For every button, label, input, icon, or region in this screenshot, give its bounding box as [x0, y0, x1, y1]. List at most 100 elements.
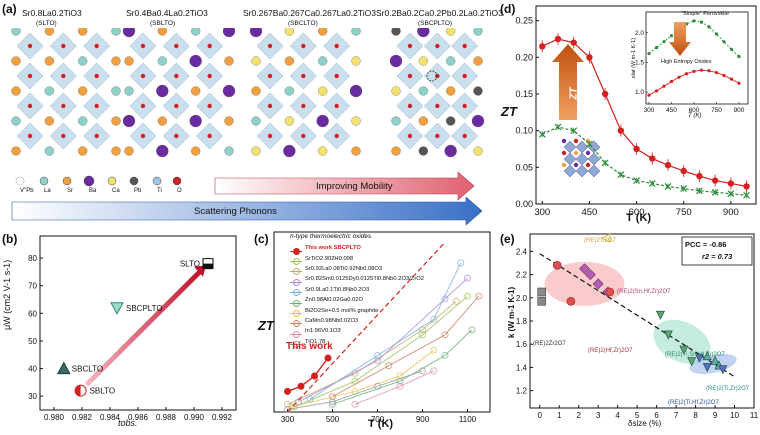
inset-y-tick-label: 1.5	[635, 59, 644, 66]
legend-dot-pb	[129, 176, 139, 186]
oxygen-atom	[267, 73, 273, 79]
inset-point	[669, 79, 674, 84]
oxygen-atom	[140, 103, 146, 109]
oxygen-atom	[27, 43, 33, 49]
thermal-conductivity-chart: 0 1 2 3 4 5 6 7 8 9 10 11 1.2 1.4 1.6 1.8 2.0 2.2 2.4	[516, 233, 759, 420]
oxygen-atom	[61, 43, 66, 49]
trend-arrow	[84, 267, 204, 387]
inset-point	[662, 40, 666, 44]
oxygen-atom	[267, 133, 273, 139]
structure-thumbnail	[561, 138, 601, 178]
point-label-sbcplto: SBCPLTO	[126, 304, 163, 313]
a-site-atom	[283, 144, 296, 158]
oxygen-atom	[61, 103, 66, 109]
marker-square	[537, 296, 546, 306]
a-site-atom	[318, 86, 328, 96]
panel-b-ylabel: μW (cm2 V-1 s-1)	[2, 259, 12, 330]
marker-triangle-left	[600, 233, 611, 243]
data-point	[696, 187, 703, 195]
a-site-atom	[251, 146, 261, 156]
marker-triangle-down	[687, 357, 697, 367]
inset-kappa-arrow	[669, 22, 691, 56]
oxygen-atom	[94, 133, 99, 139]
oxygen-atom	[207, 103, 212, 109]
a-site-atom	[318, 56, 328, 66]
a-site-atom	[284, 86, 294, 96]
oxygen-atom	[407, 73, 413, 79]
thumb-atom	[561, 162, 567, 168]
inset-point	[647, 93, 651, 97]
thumb-atom	[585, 150, 591, 156]
legend-label: CaMn0.98Nb0.02O3	[305, 317, 359, 324]
legend-dot-ca	[107, 176, 117, 186]
thumb-octahedron	[563, 152, 577, 166]
legend-ti: Ti	[157, 188, 162, 194]
structure-2-abbr: (SBLTO)	[150, 20, 176, 27]
marker-triangle-down	[702, 363, 712, 373]
thumb-octahedron	[575, 152, 589, 166]
y-tick-label: 1.8	[516, 317, 528, 326]
mobility-chart: 0.980 0.982 0.984 0.986 0.988 0.990 0.992 30 40 5…	[28, 235, 237, 422]
a-site-atom	[446, 116, 456, 126]
marker-triangle-down	[679, 345, 689, 355]
legend-swatch	[290, 245, 302, 255]
oxygen-atom	[61, 73, 66, 79]
legend-label: SrTiO2.902H0.098	[305, 255, 354, 262]
a-site-atom	[44, 56, 54, 66]
legend-item: Sr0.82Sm0.0125Dy0.0125Ti0.8Nb0.2O3/ZrO2	[290, 274, 424, 286]
x-tick-label: 0.990	[184, 413, 205, 422]
legend-swatch	[290, 338, 302, 349]
oxygen-atom	[94, 73, 99, 79]
legend-item: TiO1.78	[290, 337, 424, 349]
inset-y-tick-label: 2.0	[635, 30, 644, 37]
oxygen-atom	[174, 73, 179, 79]
x-tick-label: 900	[416, 415, 430, 424]
data-point	[601, 90, 609, 98]
a-site-atom	[157, 28, 167, 36]
a-site-atom	[111, 116, 121, 126]
marker-square	[537, 287, 546, 297]
inset-point	[707, 25, 711, 29]
oxygen-atom	[140, 43, 146, 49]
thumb-octahedron	[587, 152, 601, 166]
comparison-point	[329, 398, 336, 406]
structure-3-model	[249, 28, 363, 158]
legend-item: CaMn0.98Nb0.02O3	[290, 316, 424, 328]
legend-item: Sr0.92La0.08Ti0.92Nb0.08O3	[290, 264, 424, 276]
legend-ca: Ca	[112, 188, 120, 194]
panel-c-label: (c)	[254, 232, 269, 246]
a-site-atom	[391, 146, 401, 156]
a-site-atom	[318, 28, 328, 36]
comparison-point	[452, 297, 460, 305]
marker-diamond	[584, 269, 596, 281]
inset-y-tick-label: 1.0	[635, 89, 644, 96]
a-site-atom	[391, 28, 401, 36]
element-legend	[15, 175, 182, 187]
a-site-atom	[222, 28, 236, 38]
inset-x-tick-label: 750	[711, 107, 722, 114]
data-point	[727, 180, 735, 187]
oxygen-atom	[174, 103, 179, 109]
a-site-atom	[124, 146, 134, 156]
legend-swatch	[290, 307, 302, 318]
data-point	[664, 161, 672, 169]
x-tick-label: 500	[326, 415, 340, 424]
thumb-atom	[561, 138, 567, 144]
legend-item: Bi2O2Se+0.5 mol% graphite	[290, 305, 424, 318]
oxygen-atom	[61, 133, 66, 139]
point-sbcplto	[110, 302, 124, 315]
zt-temperature-chart: 300 450 600 750 900 0.00 0.05 0.10 0.15 0.20 0.25 3…	[515, 5, 757, 218]
data-point	[664, 182, 672, 190]
legend-dot-la	[39, 176, 49, 186]
thumb-atom	[573, 162, 579, 168]
x-tick-label: 3	[596, 411, 601, 420]
inset-simple-label: "Simple" Perovskite	[681, 11, 729, 17]
marker-triangle-up	[702, 351, 712, 361]
comparison-point	[374, 351, 381, 359]
improving-mobility-arrow	[214, 171, 475, 201]
point-label-slto: SLTO	[180, 260, 200, 269]
legend-label: TiO1.78	[305, 338, 326, 345]
legend-o: O	[177, 188, 182, 194]
comparison-curve	[309, 262, 462, 400]
